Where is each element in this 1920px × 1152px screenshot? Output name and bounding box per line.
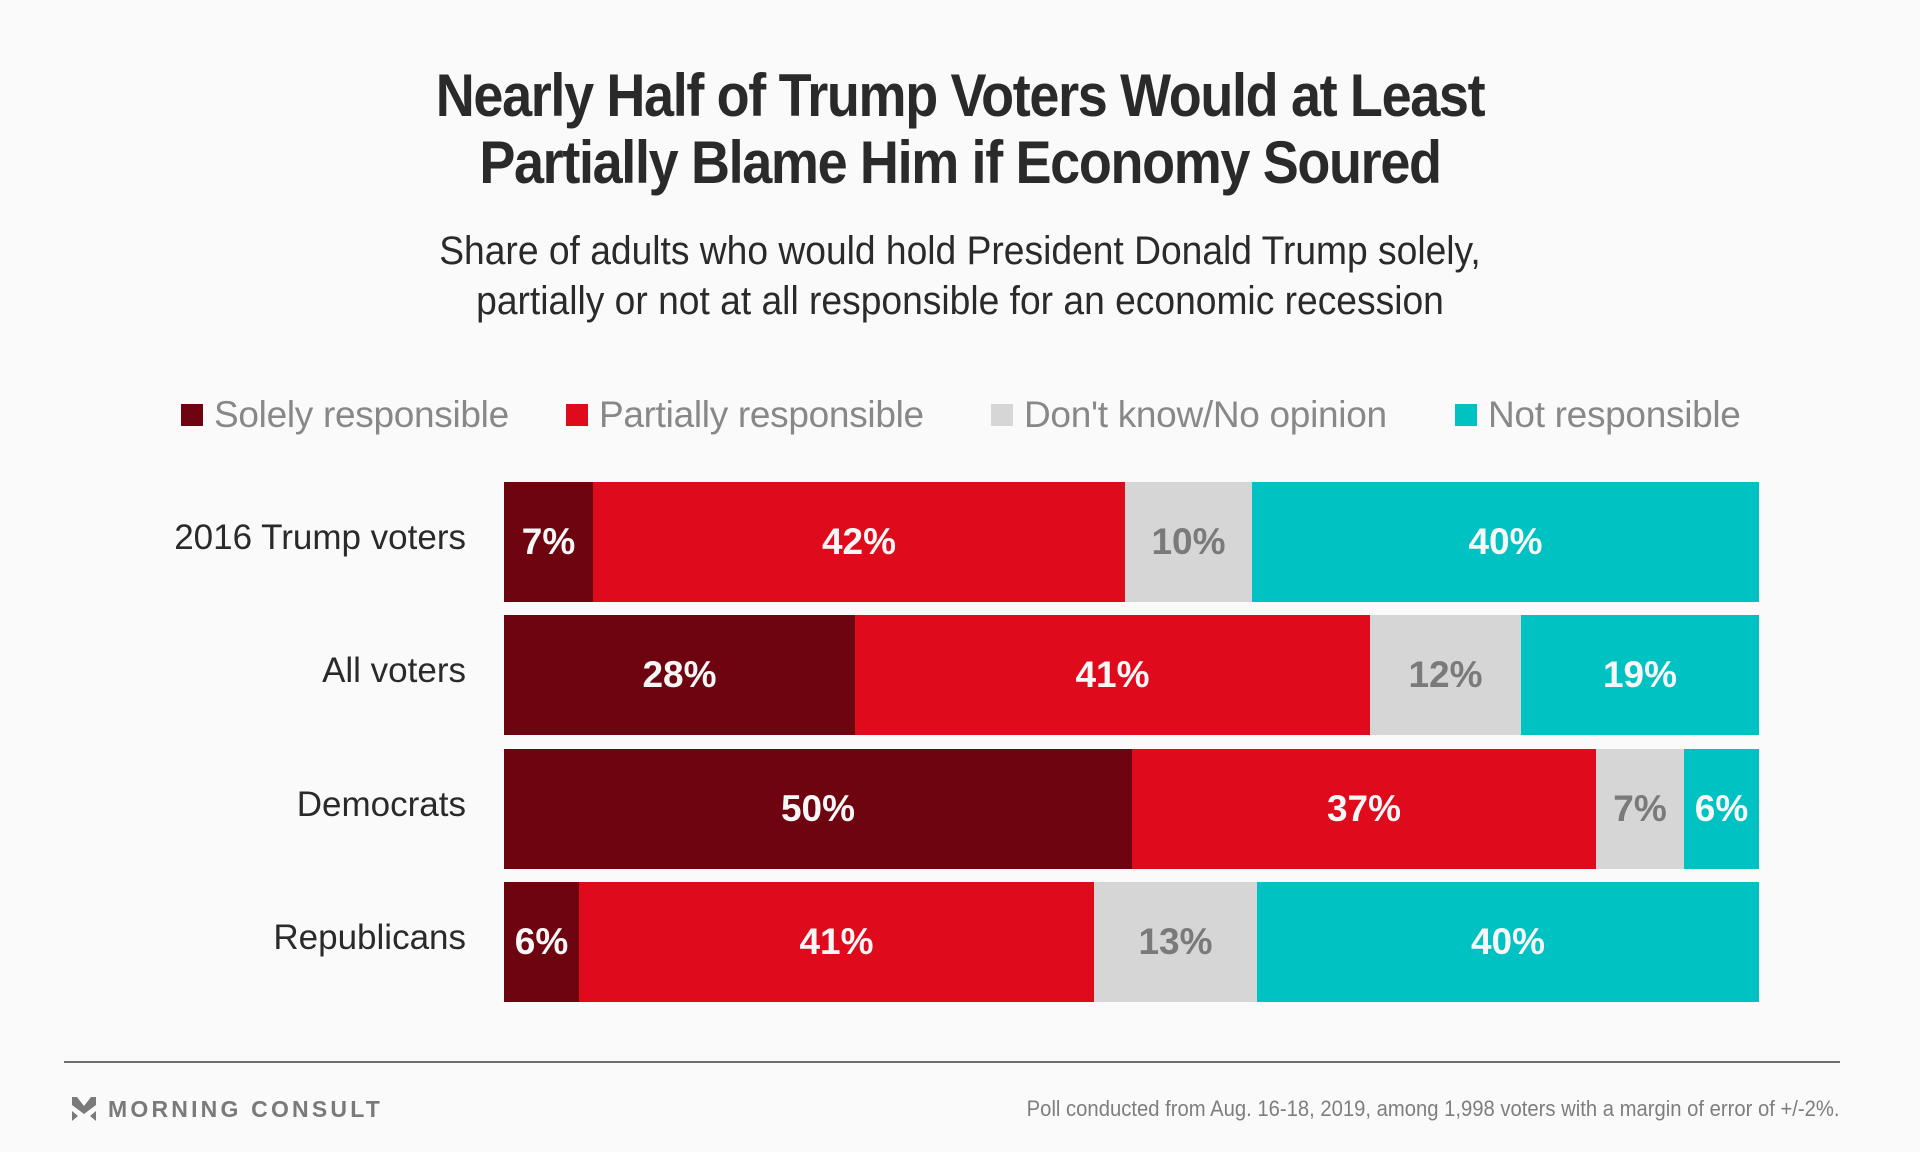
legend: Solely responsible Partially responsible… — [0, 394, 1920, 435]
brand-name: MORNING CONSULT — [108, 1095, 384, 1122]
chart-title: Nearly Half of Trump Voters Would at Lea… — [0, 62, 1920, 196]
bar-segment-partially: 37% — [1132, 749, 1596, 869]
data-label: 6% — [514, 921, 569, 962]
bar-segment-not-responsible: 40% — [1252, 482, 1759, 602]
bar-segment-partially: 41% — [855, 615, 1370, 735]
data-label: 13% — [1138, 921, 1213, 962]
bar-segment-solely: 50% — [504, 749, 1132, 869]
brand-logo: MORNING CONSULT — [72, 1094, 383, 1124]
data-label: 42% — [821, 521, 897, 562]
legend-label-dont-know: Don't know/No opinion — [1024, 394, 1387, 435]
data-label: 7% — [1613, 788, 1667, 829]
bar-segment-not-responsible: 40% — [1257, 882, 1759, 1002]
bar-segment-dont-know: 13% — [1094, 882, 1257, 1002]
category-label-2016-trump-voters: 2016 Trump voters — [174, 518, 466, 557]
bar-segment-dont-know: 12% — [1370, 615, 1521, 735]
bar-segment-partially: 41% — [579, 882, 1094, 1002]
bar-segment-not-responsible: 19% — [1521, 615, 1759, 735]
methodology-note: Poll conducted from Aug. 16-18, 2019, am… — [1027, 1096, 1840, 1121]
data-label: 6% — [1694, 788, 1749, 829]
data-label: 37% — [1326, 788, 1402, 829]
footer-divider — [64, 1061, 1840, 1063]
morning-consult-chevron-icon — [72, 1097, 96, 1121]
legend-label-solely: Solely responsible — [214, 394, 509, 435]
bar-segment-not-responsible: 6% — [1684, 749, 1759, 869]
data-label: 12% — [1408, 654, 1483, 695]
bar-row-republicans: 6% 41% 13% 40% — [504, 882, 1759, 1002]
data-label: 7% — [521, 521, 576, 562]
legend-item-solely: Solely responsible — [181, 394, 509, 435]
legend-item-partially: Partially responsible — [566, 394, 924, 435]
legend-swatch-dont-know — [991, 404, 1013, 426]
bar-row-2016-trump-voters: 7% 42% 10% 40% — [504, 482, 1759, 602]
bar-segment-solely: 6% — [504, 882, 579, 1002]
bar-segment-partially: 42% — [593, 482, 1125, 602]
category-label-republicans: Republicans — [273, 918, 466, 957]
bar-segment-dont-know: 7% — [1596, 749, 1684, 869]
chart-subtitle-line-1: Share of adults who would hold President… — [439, 229, 1481, 273]
chart-title-line-2: Partially Blame Him if Economy Soured — [479, 129, 1442, 196]
legend-label-partially: Partially responsible — [599, 394, 924, 435]
legend-swatch-not-responsible — [1455, 404, 1477, 426]
data-label: 40% — [1470, 921, 1546, 962]
legend-swatch-solely — [181, 404, 203, 426]
category-label-all-voters: All voters — [322, 651, 466, 690]
legend-item-not-responsible: Not responsible — [1455, 394, 1741, 435]
data-label: 41% — [1075, 654, 1150, 695]
bar-row-democrats: 50% 37% 7% 6% — [504, 749, 1759, 869]
data-label: 10% — [1151, 521, 1226, 562]
chart-subtitle-line-2: partially or not at all responsible for … — [476, 279, 1444, 323]
bar-segment-solely: 28% — [504, 615, 855, 735]
legend-label-not-responsible: Not responsible — [1488, 394, 1741, 435]
category-label-democrats: Democrats — [296, 785, 466, 824]
data-label: 28% — [642, 654, 717, 695]
legend-swatch-partially — [566, 404, 588, 426]
chart-subtitle: Share of adults who would hold President… — [0, 226, 1920, 326]
bar-segment-solely: 7% — [504, 482, 593, 602]
legend-item-dont-know: Don't know/No opinion — [991, 394, 1387, 435]
data-label: 40% — [1468, 521, 1543, 562]
bar-segment-dont-know: 10% — [1125, 482, 1252, 602]
chart-title-line-1: Nearly Half of Trump Voters Would at Lea… — [435, 62, 1486, 129]
bar-row-all-voters: 28% 41% 12% 19% — [504, 615, 1759, 735]
data-label: 19% — [1602, 654, 1678, 695]
data-label: 50% — [780, 788, 856, 829]
data-label: 41% — [799, 921, 874, 962]
